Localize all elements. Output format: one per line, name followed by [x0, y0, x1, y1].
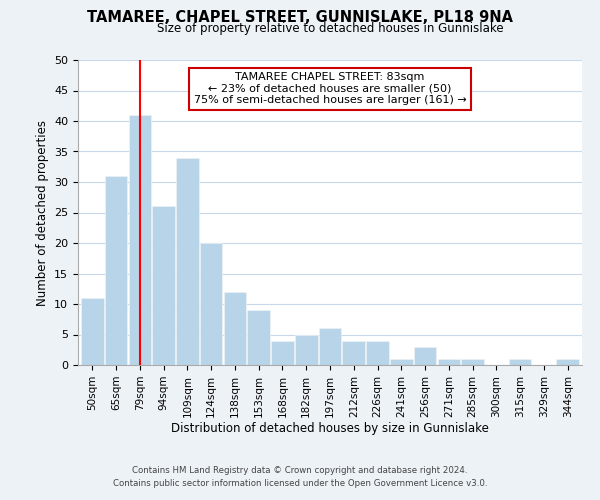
- Bar: [437, 359, 460, 365]
- Text: TAMAREE, CHAPEL STREET, GUNNISLAKE, PL18 9NA: TAMAREE, CHAPEL STREET, GUNNISLAKE, PL18…: [87, 10, 513, 25]
- Bar: [343, 340, 365, 365]
- Bar: [152, 206, 175, 365]
- Bar: [128, 115, 151, 365]
- Bar: [247, 310, 270, 365]
- Bar: [509, 359, 532, 365]
- Bar: [176, 158, 199, 365]
- Bar: [414, 346, 436, 365]
- Bar: [105, 176, 127, 365]
- Text: TAMAREE CHAPEL STREET: 83sqm
← 23% of detached houses are smaller (50)
75% of se: TAMAREE CHAPEL STREET: 83sqm ← 23% of de…: [194, 72, 466, 106]
- Text: Contains HM Land Registry data © Crown copyright and database right 2024.
Contai: Contains HM Land Registry data © Crown c…: [113, 466, 487, 487]
- X-axis label: Distribution of detached houses by size in Gunnislake: Distribution of detached houses by size …: [171, 422, 489, 436]
- Bar: [81, 298, 104, 365]
- Bar: [461, 359, 484, 365]
- Bar: [271, 340, 294, 365]
- Bar: [556, 359, 579, 365]
- Bar: [366, 340, 389, 365]
- Bar: [319, 328, 341, 365]
- Y-axis label: Number of detached properties: Number of detached properties: [35, 120, 49, 306]
- Bar: [224, 292, 246, 365]
- Title: Size of property relative to detached houses in Gunnislake: Size of property relative to detached ho…: [157, 22, 503, 35]
- Bar: [200, 243, 223, 365]
- Bar: [295, 334, 317, 365]
- Bar: [390, 359, 413, 365]
